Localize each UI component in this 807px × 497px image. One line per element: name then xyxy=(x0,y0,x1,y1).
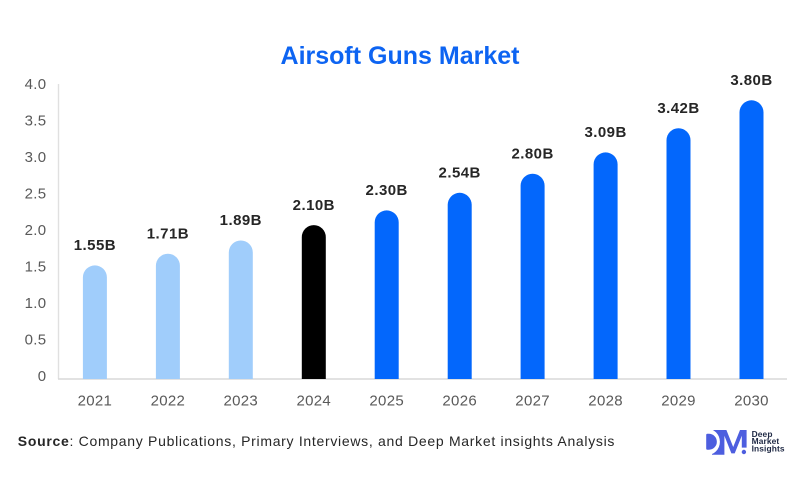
svg-text:2.10B: 2.10B xyxy=(293,197,335,214)
svg-text:2.30B: 2.30B xyxy=(366,182,408,199)
svg-text:Market: Market xyxy=(752,436,780,446)
svg-text:2029: 2029 xyxy=(661,393,696,410)
svg-text:2023: 2023 xyxy=(224,393,259,410)
svg-text:2024: 2024 xyxy=(297,393,332,410)
svg-text:2030: 2030 xyxy=(734,393,769,410)
svg-text:Deep: Deep xyxy=(752,429,773,439)
svg-text:3.5: 3.5 xyxy=(25,112,47,129)
svg-text:1.89B: 1.89B xyxy=(220,212,262,229)
svg-text:2.80B: 2.80B xyxy=(511,145,553,162)
svg-text:3.42B: 3.42B xyxy=(657,100,699,117)
svg-text:4.0: 4.0 xyxy=(25,76,47,93)
svg-text:0.5: 0.5 xyxy=(25,331,47,348)
svg-text:2026: 2026 xyxy=(442,393,477,410)
svg-text:2.54B: 2.54B xyxy=(439,165,481,182)
svg-text:Source: Company Publications,: Source: Company Publications, Primary In… xyxy=(18,433,615,449)
svg-text:2021: 2021 xyxy=(78,393,113,410)
svg-text:1.71B: 1.71B xyxy=(147,225,189,242)
svg-text:2027: 2027 xyxy=(515,393,550,410)
svg-text:1.0: 1.0 xyxy=(25,295,47,312)
svg-text:Insights: Insights xyxy=(752,443,785,453)
svg-text:Airsoft Guns Market: Airsoft Guns Market xyxy=(281,42,521,70)
svg-text:2.5: 2.5 xyxy=(25,185,47,202)
svg-text:2.0: 2.0 xyxy=(25,222,47,239)
svg-text:0: 0 xyxy=(38,368,47,385)
svg-text:3.0: 3.0 xyxy=(25,149,47,166)
svg-text:2025: 2025 xyxy=(369,393,404,410)
svg-text:1.5: 1.5 xyxy=(25,258,47,275)
svg-text:3.09B: 3.09B xyxy=(584,124,626,141)
svg-text:2028: 2028 xyxy=(588,393,623,410)
svg-text:1.55B: 1.55B xyxy=(74,237,116,254)
svg-text:3.80B: 3.80B xyxy=(730,72,772,89)
svg-text:2022: 2022 xyxy=(151,393,186,410)
